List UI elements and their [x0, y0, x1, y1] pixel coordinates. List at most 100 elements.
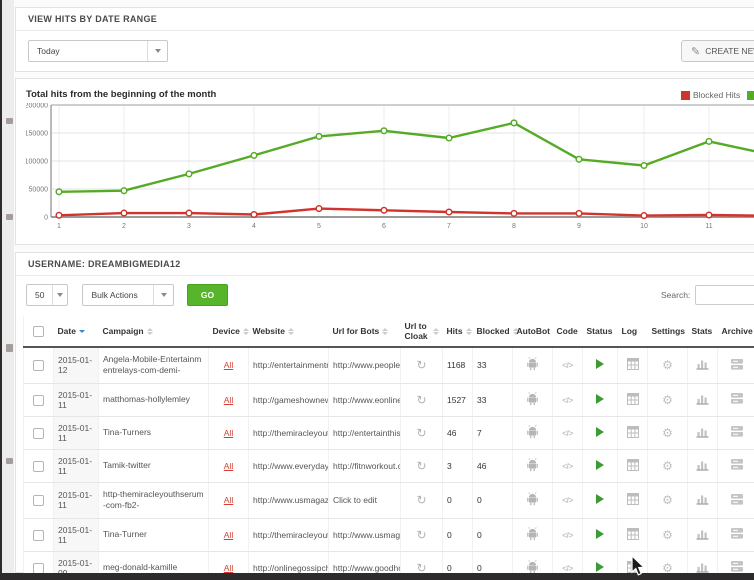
grid-log-icon[interactable] — [626, 392, 639, 405]
row-url-for-bots[interactable]: Click to edit — [328, 482, 401, 519]
svg-text:2: 2 — [122, 223, 126, 230]
create-new-campaign-button[interactable]: ✎ CREATE NEW CAMPAIGN — [681, 40, 754, 62]
page-size-select[interactable]: 50 — [26, 284, 68, 306]
device-all-link[interactable]: All — [223, 460, 234, 471]
refresh-icon[interactable]: ↻ — [416, 527, 427, 542]
code-brackets-icon[interactable]: </> — [562, 394, 573, 405]
server-stack-icon[interactable] — [730, 425, 744, 438]
grid-log-icon[interactable] — [626, 493, 639, 506]
server-stack-icon[interactable] — [730, 560, 744, 573]
row-settings-cell: ⚙ — [647, 482, 688, 519]
bar-chart-icon[interactable] — [696, 561, 710, 573]
gear-icon[interactable]: ⚙ — [662, 425, 673, 440]
android-robot-icon[interactable] — [526, 492, 539, 506]
row-archive-cell — [717, 518, 754, 552]
header-campaign[interactable]: Campaign — [98, 316, 209, 348]
legend-item-valid: Valid Hits — [747, 90, 754, 100]
header-row: Date Campaign Device Website Url for Bot… — [23, 316, 754, 348]
row-url-for-bots[interactable]: http://www.usmagazine.c... — [328, 518, 401, 552]
device-all-link[interactable]: All — [223, 495, 234, 506]
play-icon[interactable] — [596, 426, 604, 437]
bar-chart-icon[interactable] — [696, 426, 710, 438]
play-icon[interactable] — [596, 359, 604, 370]
grid-log-icon[interactable] — [626, 458, 639, 471]
header-device[interactable]: Device — [208, 316, 249, 348]
code-brackets-icon[interactable]: </> — [562, 427, 573, 438]
refresh-icon[interactable]: ↻ — [416, 458, 427, 473]
row-checkbox[interactable] — [33, 360, 44, 372]
bar-chart-icon[interactable] — [696, 493, 710, 506]
refresh-icon[interactable]: ↻ — [416, 392, 427, 407]
play-icon[interactable] — [596, 528, 604, 539]
row-checkbox[interactable] — [33, 460, 44, 472]
row-url-for-bots[interactable]: http://www.people.com/ar... — [328, 347, 401, 384]
row-blocked: 0 — [472, 518, 513, 552]
code-brackets-icon[interactable]: </> — [562, 529, 573, 540]
gear-icon[interactable]: ⚙ — [662, 527, 673, 542]
refresh-icon[interactable]: ↻ — [416, 425, 427, 440]
row-checkbox[interactable] — [33, 562, 44, 574]
grid-log-icon[interactable] — [626, 358, 639, 371]
grid-log-icon[interactable] — [626, 527, 639, 540]
row-url-for-bots[interactable]: http://www.eonline.com/n... — [328, 383, 401, 417]
date-range-panel-body: Today ✎ CREATE NEW CAMPAIGN — [16, 31, 754, 71]
server-stack-icon[interactable] — [730, 392, 744, 405]
code-brackets-icon[interactable]: </> — [562, 460, 573, 471]
refresh-icon[interactable]: ↻ — [416, 493, 427, 508]
row-autobot-cell — [512, 518, 553, 552]
device-all-link[interactable]: All — [223, 427, 234, 438]
header-date[interactable]: Date — [53, 316, 99, 348]
android-robot-icon[interactable] — [526, 560, 539, 574]
server-stack-icon[interactable] — [730, 527, 744, 540]
grid-log-icon[interactable] — [626, 425, 639, 438]
go-button[interactable]: GO — [186, 284, 229, 306]
android-robot-icon[interactable] — [526, 527, 539, 541]
gear-icon[interactable]: ⚙ — [662, 458, 673, 473]
code-brackets-icon[interactable]: </> — [562, 360, 573, 371]
server-stack-icon[interactable] — [730, 458, 744, 471]
header-blocked[interactable]: Blocked — [472, 316, 519, 348]
device-all-link[interactable]: All — [223, 360, 234, 371]
gear-icon[interactable]: ⚙ — [662, 560, 673, 575]
header-website[interactable]: Website — [248, 316, 329, 348]
row-checkbox[interactable] — [33, 394, 44, 406]
server-stack-icon[interactable] — [730, 493, 744, 506]
gear-icon[interactable]: ⚙ — [662, 392, 673, 407]
android-robot-icon[interactable] — [526, 458, 539, 472]
row-checkbox[interactable] — [33, 495, 44, 507]
row-checkbox[interactable] — [33, 529, 44, 541]
play-icon[interactable] — [596, 561, 604, 572]
server-stack-icon[interactable] — [730, 358, 744, 371]
play-icon[interactable] — [596, 459, 604, 470]
bar-chart-icon[interactable] — [696, 459, 710, 471]
row-checkbox[interactable] — [33, 427, 44, 439]
refresh-icon[interactable]: ↻ — [416, 358, 427, 373]
bar-chart-icon[interactable] — [696, 393, 710, 405]
android-robot-icon[interactable] — [526, 425, 539, 439]
search-input[interactable] — [695, 285, 754, 305]
android-robot-icon[interactable] — [526, 392, 539, 406]
header-url-to-cloak[interactable]: Url to Cloak — [400, 316, 443, 348]
select-all-checkbox[interactable] — [33, 325, 45, 337]
bar-chart-icon[interactable] — [696, 358, 710, 371]
play-icon[interactable] — [596, 393, 604, 404]
android-robot-icon[interactable] — [526, 357, 539, 371]
device-all-link[interactable]: All — [223, 562, 234, 573]
header-hits[interactable]: Hits — [442, 316, 473, 348]
header-url-for-bots[interactable]: Url for Bots — [328, 316, 401, 348]
table-row: 2015-01-11 Tina-Turners All http://themi… — [23, 416, 754, 450]
play-icon[interactable] — [596, 494, 604, 505]
bulk-actions-select[interactable]: Bulk Actions — [82, 284, 175, 306]
code-brackets-icon[interactable]: </> — [562, 495, 573, 506]
refresh-icon[interactable]: ↻ — [416, 560, 427, 575]
bar-chart-icon[interactable] — [696, 528, 710, 540]
date-range-select[interactable]: Today — [28, 40, 168, 62]
row-stats-cell — [687, 347, 718, 384]
device-all-link[interactable]: All — [223, 394, 234, 405]
gear-icon[interactable]: ⚙ — [662, 493, 673, 508]
code-brackets-icon[interactable]: </> — [562, 562, 573, 573]
row-url-for-bots[interactable]: http://entertainthis.usatod... — [328, 416, 401, 450]
row-url-for-bots[interactable]: http://fitnworkout.com/ — [328, 449, 401, 483]
gear-icon[interactable]: ⚙ — [662, 358, 673, 373]
device-all-link[interactable]: All — [223, 529, 234, 540]
